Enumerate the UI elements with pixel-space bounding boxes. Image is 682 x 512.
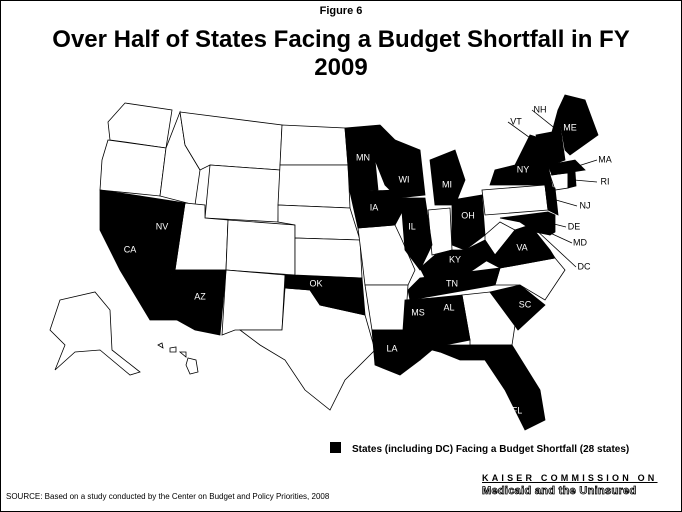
state-label: MA — [598, 154, 612, 164]
title: Over Half of States Facing a Budget Shor… — [52, 26, 630, 81]
state — [99, 139, 167, 197]
leader-line — [553, 223, 567, 228]
leader-line — [531, 109, 558, 131]
state-label: NH — [534, 104, 547, 114]
state-label: AZ — [194, 291, 206, 301]
state-label: CA — [124, 244, 137, 254]
state — [204, 164, 281, 223]
logo-line1: KAISER COMMISSION ON — [482, 473, 658, 483]
state — [357, 224, 416, 286]
state — [374, 139, 426, 199]
state-label: KY — [449, 254, 461, 264]
state-label: RI — [601, 176, 610, 186]
state — [157, 342, 164, 349]
state-label: MD — [573, 237, 587, 247]
state-label: DC — [578, 261, 591, 271]
state-label: NV — [156, 221, 169, 231]
state — [427, 207, 453, 256]
state — [551, 109, 566, 166]
state — [137, 195, 186, 279]
state-label: VT — [510, 116, 522, 126]
legend-label: States (including DC) Facing a Budget Sh… — [352, 444, 630, 455]
state — [349, 189, 403, 229]
state — [557, 94, 599, 156]
state-label: FL — [512, 405, 523, 415]
leader-line — [533, 227, 577, 268]
state — [49, 291, 141, 376]
state — [547, 211, 556, 236]
leader-line — [577, 159, 598, 167]
state — [225, 219, 296, 276]
state — [439, 344, 546, 431]
state-label: OH — [461, 210, 475, 220]
leader-line — [507, 121, 545, 149]
state-label: TN — [446, 278, 458, 288]
state-label: MN — [356, 152, 370, 162]
state — [279, 124, 349, 166]
state — [407, 267, 501, 301]
state — [481, 184, 549, 216]
state-label: DE — [568, 221, 581, 231]
state — [185, 357, 199, 375]
state-label: AL — [443, 302, 454, 312]
state-label: IA — [370, 202, 379, 212]
leader-line — [573, 179, 598, 183]
state — [484, 224, 556, 269]
state — [284, 274, 366, 316]
state — [221, 269, 286, 336]
state — [364, 284, 409, 331]
state — [169, 346, 177, 353]
state-label: LA — [386, 343, 397, 353]
state-label: MS — [411, 307, 425, 317]
state — [489, 284, 546, 331]
state — [167, 269, 227, 336]
state — [429, 149, 466, 206]
source: SOURCE: Based on a study conducted by th… — [6, 492, 330, 501]
state — [371, 329, 421, 376]
state-label: ME — [563, 122, 577, 132]
state-label: NY — [517, 164, 530, 174]
state-label: OK — [309, 278, 322, 288]
state — [397, 197, 433, 271]
state — [178, 351, 187, 358]
figure-label: Figure 6 — [319, 5, 363, 17]
legend-swatch — [330, 442, 341, 453]
state — [179, 111, 283, 171]
state-label: WI — [399, 174, 410, 184]
logo-line2: Medicaid and the Uninsured — [482, 485, 637, 498]
state — [567, 171, 577, 189]
state-label: MI — [442, 179, 452, 189]
leader-line — [555, 199, 578, 207]
state — [277, 164, 351, 209]
state-label: VA — [516, 242, 527, 252]
state-label: IL — [408, 221, 416, 231]
state — [547, 159, 586, 176]
state — [294, 237, 363, 279]
state — [451, 194, 486, 251]
state-label: SC — [519, 299, 532, 309]
state — [499, 211, 551, 236]
state-label: NJ — [580, 200, 591, 210]
